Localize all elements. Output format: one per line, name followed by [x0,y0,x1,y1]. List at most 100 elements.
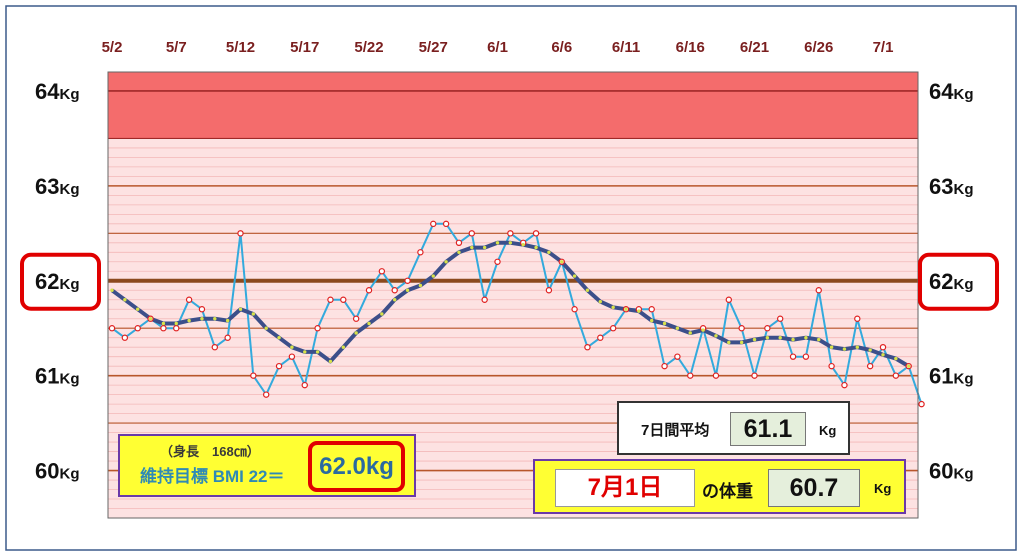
trend-point [303,350,307,354]
daily-weight-point [674,353,681,360]
y-tick-unit: Kg [953,371,973,388]
daily-weight-point [121,334,129,341]
y-tick-unit: Kg [953,86,973,103]
daily-weight-point [687,372,694,379]
trend-point [161,321,166,326]
y-tick-number: 61 [35,364,59,389]
daily-weight-point [301,381,308,389]
y-tick-unit: Kg [59,86,79,103]
daily-weight-point [211,343,218,351]
daily-weight-point [263,391,270,398]
y-tick-number: 62 [929,269,953,294]
daily-weight-point [879,343,887,351]
trend-point [431,274,435,278]
daily-weight-point [442,220,450,228]
trend-point [123,298,127,302]
x-tick-label: 5/7 [166,39,187,56]
trend-point [598,299,602,304]
daily-weight-point [352,315,360,322]
trend-point [277,336,281,340]
y-tick-label-right: 61Kg [929,364,973,389]
x-tick-label: 7/1 [873,39,894,56]
daily-weight-point [365,287,373,294]
trend-point [739,340,744,345]
trend-point [675,326,680,330]
daily-weight-point [866,362,874,370]
trend-point [572,274,577,278]
y-tick-unit: Kg [59,276,79,293]
trend-point [521,243,525,247]
daily-weight-point [815,287,822,294]
daily-weight-point [430,220,437,228]
y-tick-unit: Kg [59,371,79,388]
y-tick-number: 61 [929,364,953,389]
seven-day-average-box: 7日間平均 61.1 Kg [617,401,850,455]
y-tick-label-left: 62Kg [35,269,79,294]
bmi-target-weight: 62.0kg [308,441,405,492]
trend-point [688,331,692,335]
daily-weight-point [507,230,514,237]
trend-point [148,317,153,321]
daily-weight-point [609,325,617,332]
trend-point [817,337,821,342]
trend-point [547,250,551,254]
daily-weight-point [854,315,861,322]
trend-point [611,305,615,310]
x-tick-label: 6/6 [551,39,572,56]
x-tick-label: 6/1 [487,39,508,56]
trend-point [752,337,757,342]
x-tick-label: 6/11 [612,39,640,56]
daily-weight-point [108,325,116,332]
y-tick-label-left: 60Kg [35,459,79,484]
today-weight-value: 60.7 [768,469,860,507]
y-tick-unit: Kg [59,466,79,483]
daily-weight-point [828,362,835,370]
trend-point [637,309,641,313]
x-tick-label: 5/22 [354,39,383,56]
daily-weight-point [545,287,553,294]
trend-point [238,307,243,311]
trend-point [354,331,358,335]
trend-point [791,337,795,342]
trend-point [110,288,114,292]
y-tick-number: 64 [35,79,60,104]
daily-weight-point [173,325,180,332]
trend-point [778,336,782,340]
daily-weight-point [198,306,206,313]
bmi-target-box: （身長 168㎝） 維持目標 BMI 22＝ 62.0kg [118,434,416,497]
trend-point [881,353,885,357]
trend-point [868,348,872,352]
daily-weight-point [494,258,501,265]
x-tick-label: 5/2 [102,39,123,56]
y-tick-label-right: 63Kg [929,174,973,199]
y-tick-label-right: 60Kg [929,459,973,484]
trend-point [264,326,268,330]
trend-point [894,356,898,361]
y-tick-number: 62 [35,269,59,294]
trend-point [444,260,448,264]
daily-weight-point [584,343,591,351]
daily-weight-point [712,372,720,379]
daily-weight-point [892,372,900,379]
trend-point [328,359,333,364]
daily-weight-point [571,306,578,313]
y-tick-number: 63 [35,174,59,199]
y-tick-unit: Kg [953,181,973,198]
trend-point [315,350,320,354]
daily-weight-point [340,296,347,303]
trend-point [405,288,410,292]
trend-point [470,245,474,250]
seven-day-average-unit: Kg [819,423,837,438]
trend-point [187,318,191,323]
x-tick-label: 6/16 [676,39,705,56]
trend-point [560,260,564,264]
trend-point [251,312,256,316]
trend-point [341,345,345,349]
y-tick-number: 60 [929,459,953,484]
trend-point [213,317,217,321]
trend-point [585,288,590,292]
trend-point [136,307,140,311]
trend-point [804,336,808,340]
trend-point [662,321,667,326]
daily-weight-point [417,249,424,256]
